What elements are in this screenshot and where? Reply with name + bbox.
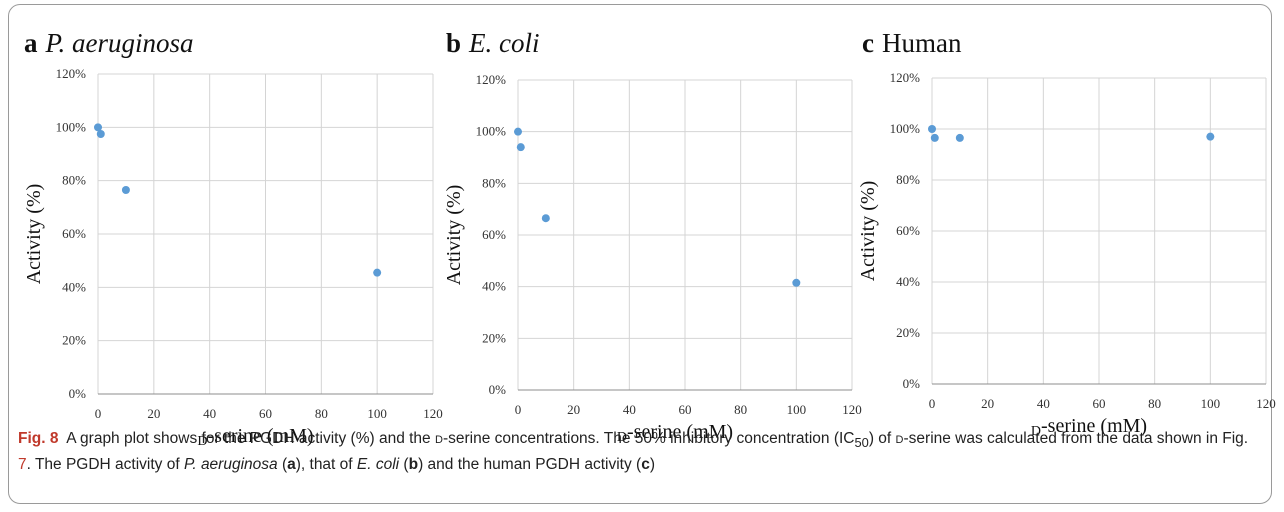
caption-letter-b: b [408,456,419,474]
data-point [514,127,522,136]
panel-title: b E. coli [446,28,540,59]
y-tick-label: 20% [62,333,86,348]
data-point [930,133,939,142]
y-tick-label: 120% [56,66,87,81]
caption-d-1: d [434,430,443,447]
y-tick-label: 100% [890,121,921,136]
figure-caption: Fig. 8 A graph plot shows for the PGDH a… [18,428,1258,476]
y-tick-label: 120% [890,70,921,85]
caption-text-9: ) and the human PGDH activity ( [418,456,642,474]
caption-text-7: ), that of [295,456,357,474]
caption-sub-50: 50 [854,435,869,451]
data-point [928,125,936,133]
data-point [541,214,550,223]
y-tick-label: 40% [896,274,920,289]
x-tick-label: 60 [1093,396,1106,411]
data-point [373,268,382,277]
panel-organism: P. aeruginosa [45,28,194,58]
y-tick-label: 100% [56,119,87,134]
x-tick-label: 0 [515,402,522,417]
figure-frame [8,4,1272,504]
data-point [94,123,102,132]
panel-letter: a [24,28,38,58]
y-axis-label: Activity (%) [443,185,465,286]
x-tick-label: 80 [315,406,328,421]
y-tick-label: 40% [62,279,86,294]
caption-letter-c: c [641,456,650,474]
y-tick-label: 60% [896,223,920,238]
y-axis-label: Activity (%) [23,184,45,285]
y-tick-label: 100% [476,124,507,139]
y-tick-label: 80% [62,173,86,188]
data-point [516,143,525,152]
caption-text-8: ( [399,456,409,474]
x-tick-label: 60 [679,402,692,417]
panel-organism: Human [881,28,962,58]
data-point [955,133,964,142]
x-tick-label: 120 [842,402,862,417]
x-tick-label: 100 [787,402,807,417]
x-tick-label: 120 [1256,396,1276,411]
data-point [1206,132,1215,141]
x-tick-label: 20 [567,402,580,417]
x-tick-label: 0 [929,396,936,411]
caption-text-6: ( [277,456,288,474]
caption-fig-label: Fig. 8 [18,430,59,447]
caption-text-10: ) [649,456,655,474]
x-tick-label: 0 [95,406,102,421]
y-tick-label: 0% [489,382,507,397]
y-tick-label: 0% [69,386,87,401]
y-tick-label: 20% [482,330,506,345]
y-tick-label: 40% [482,279,506,294]
x-tick-label: 20 [147,406,160,421]
panel-organism: E. coli [469,28,540,58]
caption-text-4: -serine was calculated from the data sho… [903,430,1249,447]
x-tick-label: 40 [623,402,636,417]
y-tick-label: 0% [903,376,921,391]
x-tick-label: 40 [1037,396,1050,411]
x-axis-label: D-serine (mM) [617,421,733,445]
scatter-chart: 0 20 40 60 80 100 120 0% 20% 40% 60% 80% 100% 120% D-s… [23,66,443,449]
y-tick-label: 80% [896,172,920,187]
x-tick-label: 20 [981,396,994,411]
data-point [121,186,130,194]
panel-letter: c [862,28,874,58]
caption-text-5: . The PGDH activity of [26,456,184,474]
y-tick-label: 60% [62,226,86,241]
x-tick-label: 80 [734,402,747,417]
caption-d-2: d [895,430,904,447]
caption-text-2: -serine concentrations. The 50% inhibito… [442,430,855,447]
scatter-chart: 0 20 40 60 80 100 120 0% 20% 40% 60% 80% 100% 120% D-s… [857,70,1276,439]
y-tick-label: 80% [482,175,506,190]
caption-letter-a: a [287,456,296,474]
y-axis-label: Activity (%) [857,181,879,282]
caption-fig-ref[interactable]: 7 [18,456,27,474]
y-tick-label: 20% [896,325,920,340]
panel-title: c Human [862,28,961,59]
panel-title: a P. aeruginosa [24,28,194,59]
scatter-chart: 0 20 40 60 80 100 120 0% 20% 40% 60% 80% 100% 120% D-s… [443,72,862,445]
caption-text-1: A graph plot shows for the PGDH activity… [66,430,435,447]
x-tick-label: 40 [203,406,216,421]
caption-pa: P. aeruginosa [183,456,278,474]
x-axis-label: D-serine (mM) [197,425,313,449]
caption-text-3: ) of [868,430,896,447]
x-tick-label: 60 [259,406,272,421]
x-axis-label: D-serine (mM) [1031,415,1147,439]
panel-letter: b [446,28,462,58]
data-point [792,278,801,287]
x-tick-label: 80 [1148,396,1161,411]
x-tick-label: 100 [367,406,387,421]
x-tick-label: 100 [1201,396,1221,411]
x-tick-label: 120 [423,406,443,421]
y-tick-label: 120% [476,72,507,87]
y-tick-label: 60% [482,227,506,242]
caption-ec: E. coli [356,456,400,474]
data-point [96,130,105,138]
